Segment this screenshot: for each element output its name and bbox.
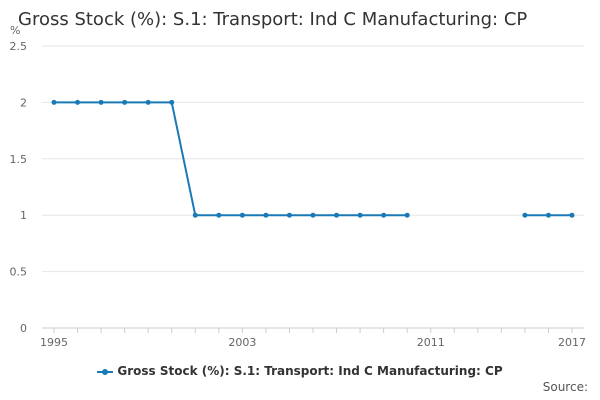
data-point[interactable] [357,212,363,218]
data-point[interactable] [310,212,316,218]
y-tick-label: 2 [20,96,27,109]
data-point[interactable] [145,99,151,105]
series-layer [51,99,575,218]
data-point[interactable] [122,99,128,105]
data-point[interactable] [286,212,292,218]
data-point[interactable] [51,99,57,105]
series-line [54,101,408,217]
y-tick-label: 1 [20,209,27,222]
y-tick-label: 0.5 [10,266,28,279]
chart-title: Gross Stock (%): S.1: Transport: Ind C M… [18,9,528,30]
data-point[interactable] [334,212,340,218]
data-point[interactable] [569,212,575,218]
data-point[interactable] [169,99,175,105]
grid-lines [42,45,584,273]
x-tick-label: 2017 [558,336,586,349]
data-point[interactable] [192,212,198,218]
data-point[interactable] [263,212,269,218]
y-tick-label: 2.5 [10,40,28,53]
data-point[interactable] [404,212,410,218]
data-point[interactable] [239,212,245,218]
data-point[interactable] [98,99,104,105]
x-tick-label: 2011 [417,336,445,349]
axes: 0 0.5 1 1.5 2 2.5 1995 2003 2011 2017 [10,40,587,349]
x-tick-label: 2003 [228,336,256,349]
y-tick-label: 1.5 [10,153,28,166]
data-point[interactable] [381,212,387,218]
y-tick-label: 0 [20,322,27,335]
legend-swatch [97,367,114,377]
data-point[interactable] [545,212,551,218]
legend[interactable]: Gross Stock (%): S.1: Transport: Ind C M… [0,364,600,378]
data-point[interactable] [75,99,81,105]
data-point[interactable] [216,212,222,218]
y-unit-label: % [10,24,20,37]
source-label[interactable]: Source: [542,380,588,394]
x-tick-label: 1995 [40,336,68,349]
legend-label: Gross Stock (%): S.1: Transport: Ind C M… [117,364,503,378]
data-point[interactable] [522,212,528,218]
